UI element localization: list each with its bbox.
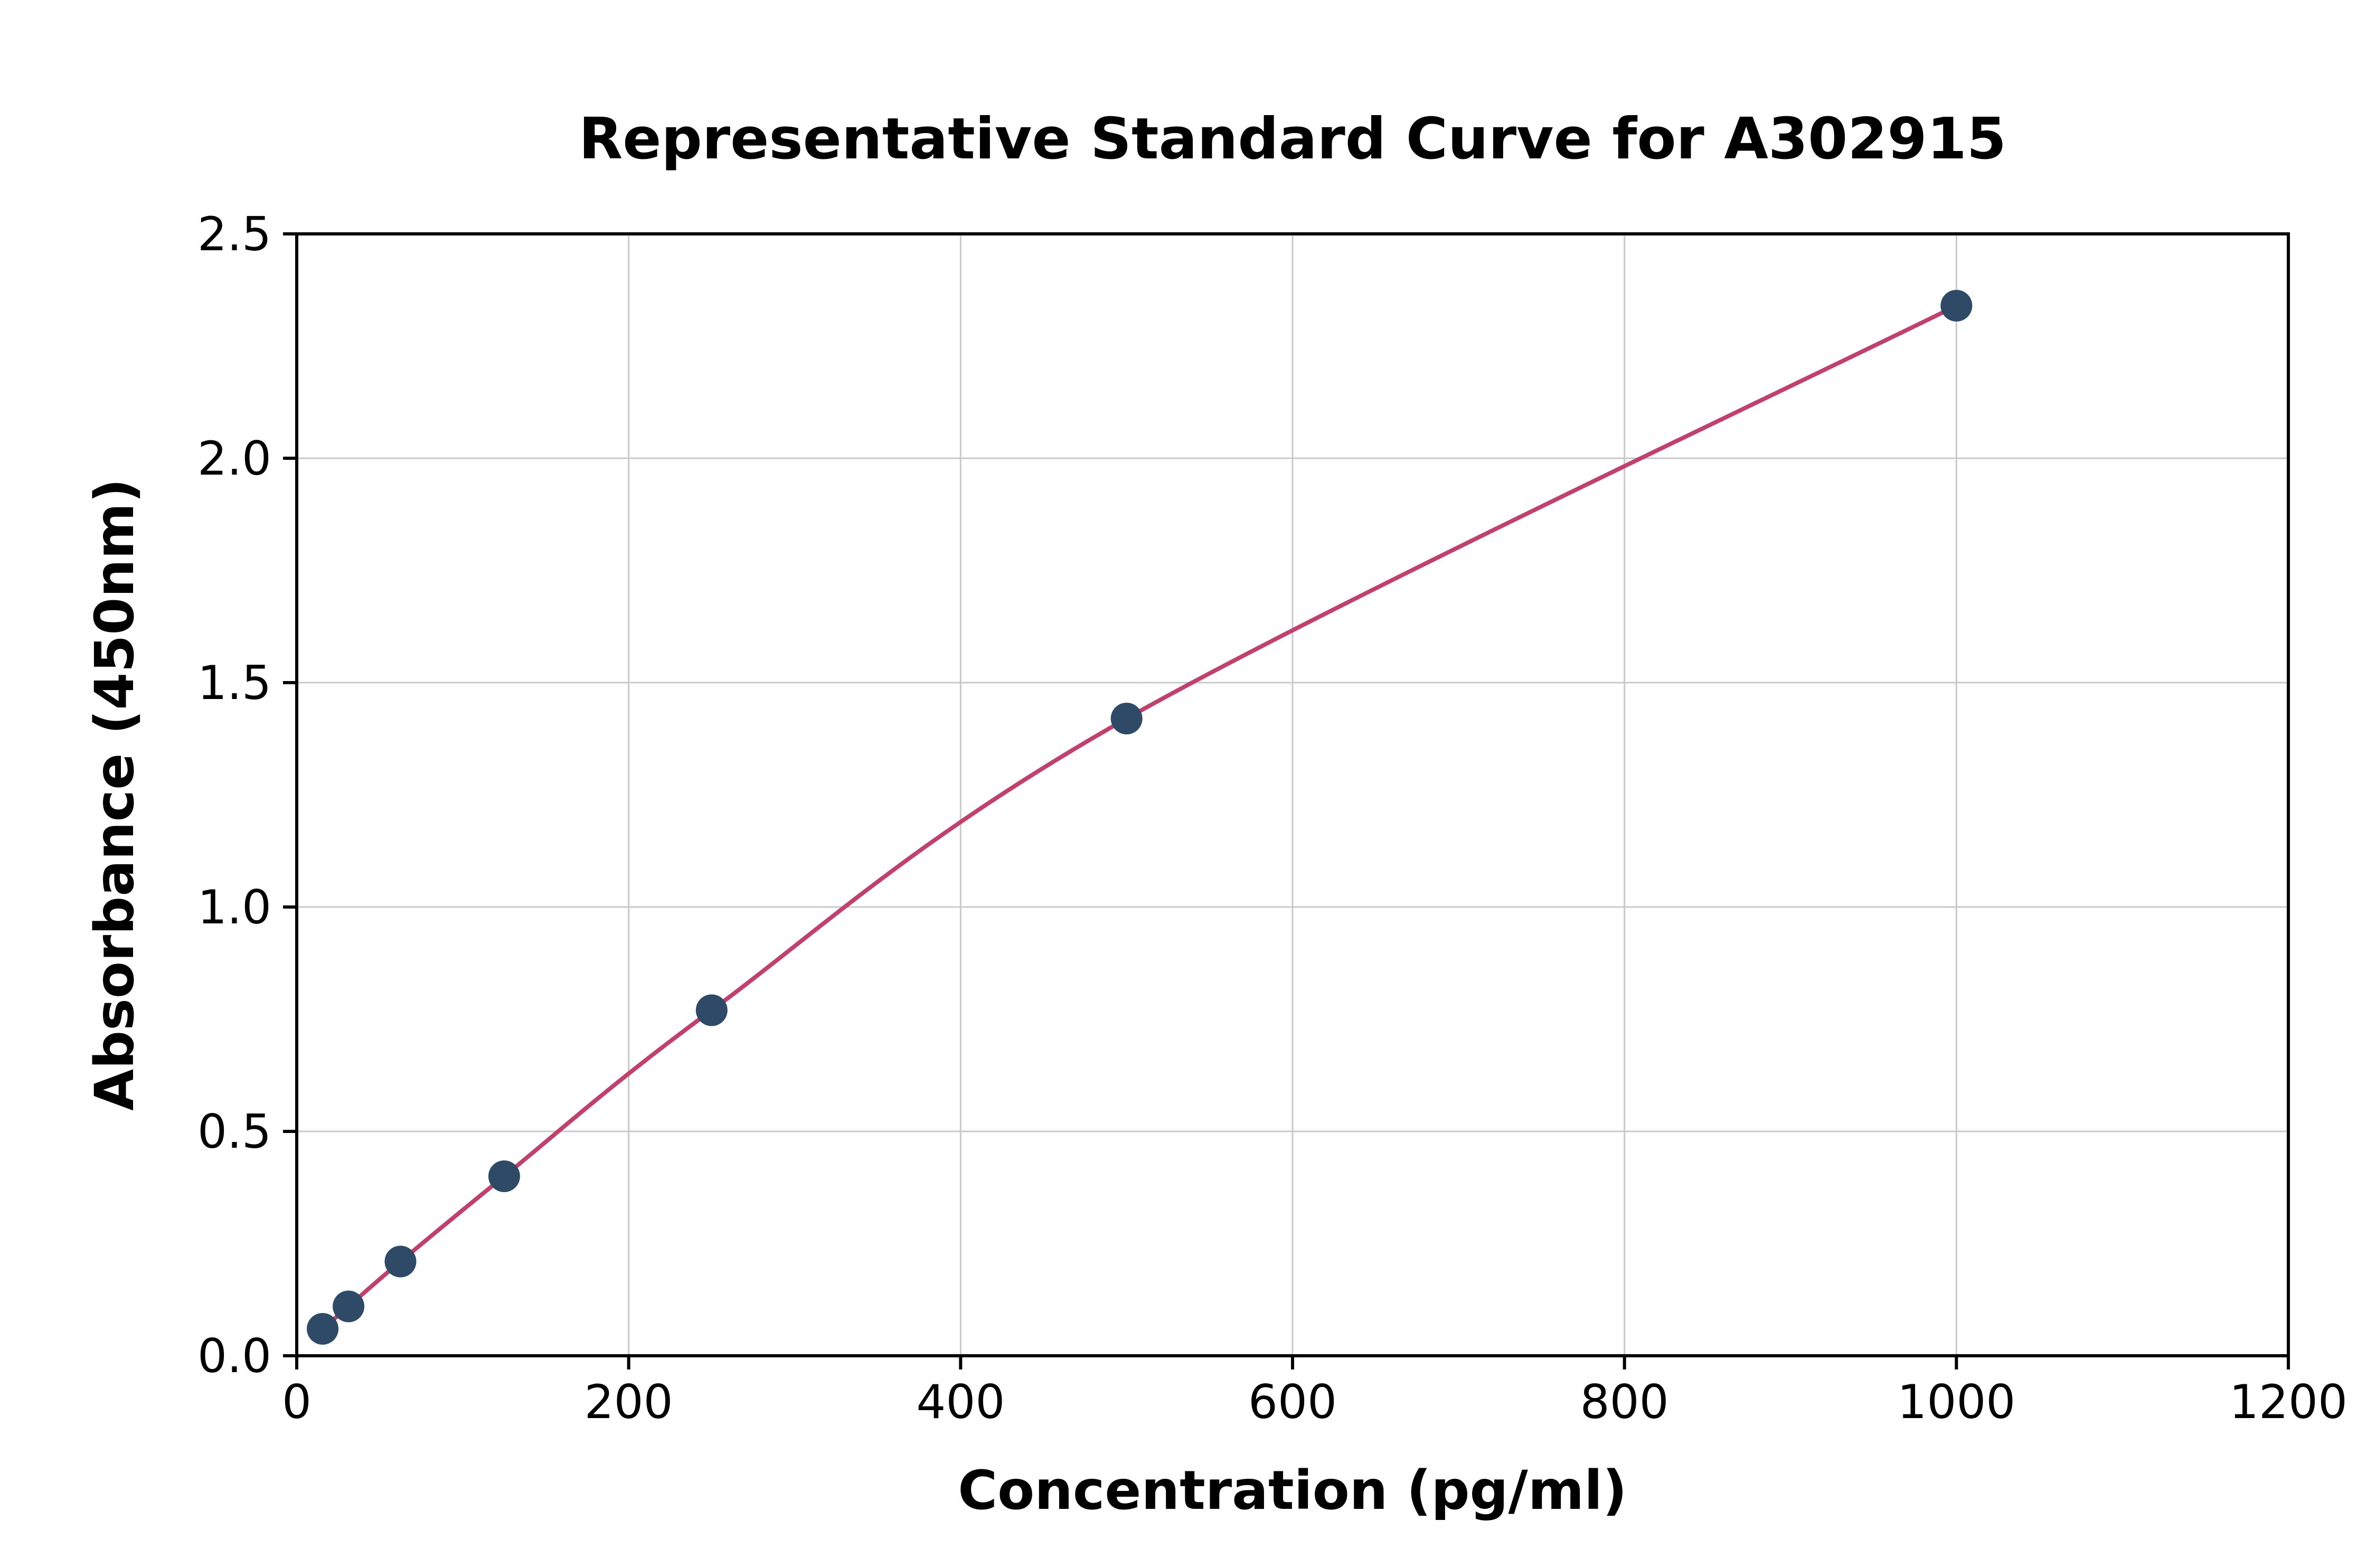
- x-tick-label: 600: [1248, 1375, 1337, 1429]
- data-point: [1110, 703, 1143, 734]
- y-axis-label: Absorbance (450nm): [83, 478, 146, 1111]
- series-layer: [307, 290, 1973, 1345]
- data-point: [488, 1160, 520, 1192]
- y-tick-label: 2.5: [197, 207, 271, 261]
- data-point: [695, 994, 728, 1026]
- y-tick-label: 0.0: [197, 1329, 271, 1383]
- x-tick-label: 400: [916, 1375, 1005, 1429]
- y-tick-label: 2.0: [197, 431, 271, 486]
- fit-curve: [320, 304, 1959, 1331]
- grid-layer: [297, 234, 2288, 1356]
- x-tick-label: 800: [1580, 1375, 1669, 1429]
- x-tick-label: 200: [584, 1375, 673, 1429]
- data-point: [307, 1313, 339, 1345]
- data-point: [384, 1245, 417, 1278]
- ticks-layer: 0 200 400 600 800 1000 1200 0.0 0.5 1.0 1.5 2.0 2.5: [197, 207, 2347, 1429]
- x-tick-label: 1200: [2229, 1375, 2347, 1429]
- x-tick-label: 0: [282, 1375, 312, 1429]
- x-axis-label: Concentration (pg/ml): [958, 1459, 1627, 1522]
- chart-title: Representative Standard Curve for A30291…: [579, 106, 2006, 172]
- x-tick-label: 1000: [1897, 1375, 2015, 1429]
- y-tick-label: 1.5: [197, 656, 271, 710]
- data-point: [1940, 290, 1973, 322]
- y-tick-label: 1.0: [197, 880, 271, 934]
- y-tick-label: 0.5: [197, 1104, 271, 1159]
- data-point: [333, 1290, 365, 1323]
